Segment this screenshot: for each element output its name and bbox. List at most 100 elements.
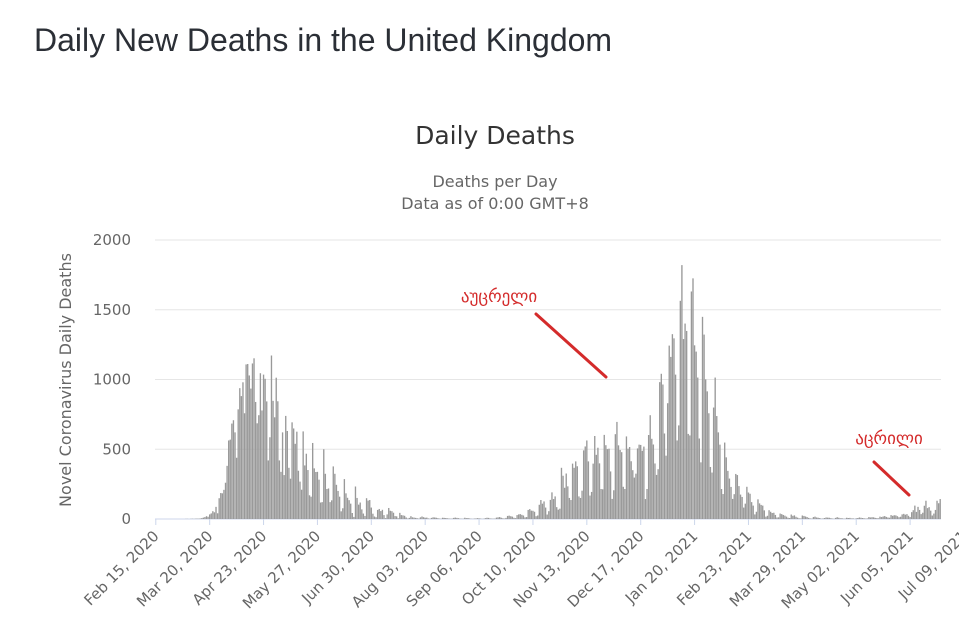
bar xyxy=(771,513,773,519)
bar xyxy=(602,489,604,519)
bar xyxy=(232,420,235,519)
bar xyxy=(243,413,246,519)
bar xyxy=(649,415,651,519)
bar xyxy=(801,515,804,519)
bar xyxy=(898,517,900,519)
bar xyxy=(424,517,426,519)
bar xyxy=(586,440,588,519)
bar xyxy=(562,475,564,519)
bar xyxy=(392,512,395,519)
bar xyxy=(609,471,612,519)
bar xyxy=(367,500,369,519)
bar xyxy=(524,517,526,519)
bar xyxy=(911,512,913,519)
bar xyxy=(304,465,306,519)
bar xyxy=(383,515,385,519)
bar xyxy=(705,379,707,519)
bar xyxy=(278,460,281,519)
bar xyxy=(936,500,938,519)
bar xyxy=(899,516,902,519)
bar xyxy=(660,373,662,519)
bar xyxy=(765,516,767,519)
bar xyxy=(416,518,418,519)
bar xyxy=(506,515,509,519)
bar xyxy=(768,510,770,519)
bar xyxy=(930,510,932,519)
bar xyxy=(224,482,227,519)
y-tick-label: 1000 xyxy=(93,371,131,389)
bar xyxy=(803,515,805,519)
bar xyxy=(205,516,208,519)
bar xyxy=(763,510,765,519)
bar xyxy=(795,516,797,519)
bar xyxy=(782,514,784,519)
bar xyxy=(839,518,842,519)
bar xyxy=(220,493,222,519)
bar xyxy=(793,515,796,519)
bar xyxy=(678,425,680,519)
bar xyxy=(652,444,655,519)
bar xyxy=(613,490,615,519)
bar xyxy=(519,514,521,519)
page-title: Daily New Deaths in the United Kingdom xyxy=(34,22,613,58)
bar xyxy=(251,363,254,519)
bar xyxy=(880,517,883,519)
bar xyxy=(812,517,815,519)
bar xyxy=(348,500,350,519)
bar xyxy=(552,499,555,519)
bar xyxy=(635,473,637,519)
bar xyxy=(630,461,632,519)
bar xyxy=(885,516,888,519)
bar xyxy=(248,375,250,519)
bar xyxy=(834,517,837,519)
bar xyxy=(687,433,689,519)
bar xyxy=(692,278,694,519)
bar xyxy=(657,469,659,519)
bar xyxy=(443,517,445,519)
bar xyxy=(207,516,209,519)
bar xyxy=(673,338,675,519)
bar xyxy=(646,489,648,519)
bar xyxy=(915,511,918,519)
bar xyxy=(749,493,751,519)
bar xyxy=(617,445,620,519)
bar xyxy=(917,506,919,519)
bar xyxy=(546,514,548,519)
bar xyxy=(563,487,566,519)
bar xyxy=(852,518,854,519)
bar xyxy=(375,517,377,519)
bar xyxy=(790,514,792,519)
bar xyxy=(879,516,881,519)
bar xyxy=(727,470,729,519)
bar xyxy=(893,515,895,519)
bar xyxy=(277,401,279,519)
bar xyxy=(918,509,921,519)
bar xyxy=(427,518,430,519)
bar xyxy=(497,517,499,519)
bar xyxy=(513,517,515,519)
bar xyxy=(571,463,574,519)
bar xyxy=(627,448,629,519)
bar xyxy=(321,502,323,519)
bar xyxy=(643,446,645,519)
bar xyxy=(792,515,794,519)
bar xyxy=(774,514,777,519)
bar xyxy=(302,431,304,519)
bar xyxy=(903,513,905,519)
bar xyxy=(640,444,642,519)
bar xyxy=(822,518,824,519)
bar xyxy=(422,517,425,519)
bar xyxy=(632,470,634,519)
bar xyxy=(245,364,247,519)
bar xyxy=(882,516,884,519)
bar xyxy=(743,507,745,519)
bar xyxy=(281,432,284,519)
bar xyxy=(326,489,328,519)
bar xyxy=(931,515,933,519)
bar xyxy=(505,517,507,519)
bar xyxy=(928,507,930,519)
bar xyxy=(292,428,295,519)
bar xyxy=(365,498,368,519)
bar xyxy=(693,345,696,519)
